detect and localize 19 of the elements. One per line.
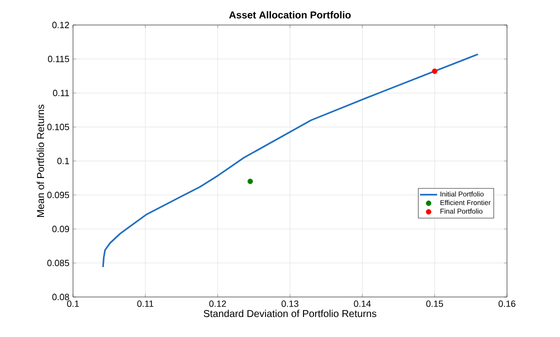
y-tick-label: 0.115 <box>48 56 70 62</box>
x-tick-label: 0.1 <box>67 300 79 307</box>
y-axis-title: Mean of Portfolio Returns <box>36 104 44 217</box>
y-tick-label: 0.095 <box>47 192 70 198</box>
x-tick-label: 0.14 <box>354 300 371 307</box>
x-tick-label: 0.13 <box>282 300 298 307</box>
y-tick-label: 0.08 <box>52 294 70 300</box>
y-tick-label: 0.09 <box>52 226 70 232</box>
x-tick-label: 0.11 <box>137 300 154 307</box>
y-tick-label: 0.085 <box>47 260 70 266</box>
y-tick-label: 0.1 <box>57 158 70 164</box>
x-tick-label: 0.15 <box>426 300 444 307</box>
x-tick-label: 0.16 <box>498 300 516 307</box>
y-tick-label: 0.11 <box>52 90 70 96</box>
y-tick-label: 0.105 <box>47 124 70 130</box>
x-tick-label: 0.12 <box>209 300 226 307</box>
chart-title: Asset Allocation Portfolio <box>229 11 351 18</box>
x-axis-title: Standard Deviation of Portfolio Returns <box>204 310 376 318</box>
y-tick-label: 0.12 <box>52 22 70 28</box>
